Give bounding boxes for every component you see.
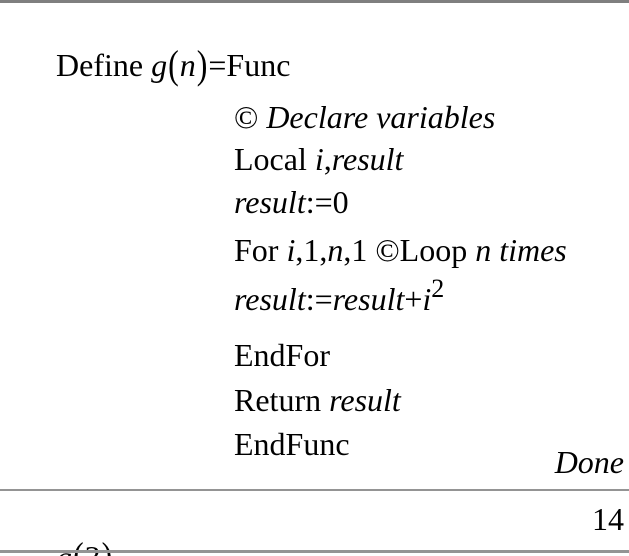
done-status-label[interactable]: Done [554,444,624,480]
text-segment: ,1, [295,232,328,268]
text-segment: Define [56,47,152,83]
code-line-accumulate: result:=result+i2 [186,242,444,359]
code-line-endfor: EndFor [186,298,330,412]
entry-result[interactable]: 14 [592,501,624,537]
plus-operator: + [404,281,423,317]
open-paren: ( [168,41,179,87]
copyright-comment-icon: © [234,99,267,135]
code-line-local: Local i,result [186,102,403,216]
text-segment: n [327,232,344,268]
code-line-return: Return result [186,343,401,457]
text-segment: g [151,47,168,83]
text-segment: Return [234,382,330,418]
bottom-border-line [0,550,629,553]
text-segment: result [329,382,401,418]
text-segment: =Func [208,47,291,83]
assign-operator: := [305,184,333,220]
close-paren: ) [196,41,208,87]
text-segment: i [314,141,324,177]
text-segment: result [331,141,404,177]
text-segment: EndFunc [234,426,350,462]
code-line-result-init: result:=0 [186,145,349,259]
text-segment: ,1 [343,232,376,268]
close-paren: ) [101,532,114,556]
code-line-for: For i,1,n,1 ©Loop n times [186,193,567,307]
top-border-line [0,0,629,3]
text-segment: n [179,47,196,83]
text-segment: n times [475,232,567,268]
exponent-superscript: 2 [431,274,445,303]
text-segment: , [323,141,332,177]
code-line-endfunc: EndFunc [186,387,350,501]
text-segment: i [422,281,432,317]
code-line-comment-declare: © Declare variables [186,60,495,174]
assign-operator: := [305,281,333,317]
entry-expression[interactable]: g(3) [8,500,113,556]
text-segment: g [56,539,72,556]
copyright-comment-icon: ©Loop [375,232,476,268]
history-entry-divider-line [0,489,629,491]
text-segment: EndFor [234,337,330,373]
text-segment: result [234,281,306,317]
text-segment: result [234,184,306,220]
text-segment: Local [234,141,315,177]
code-line-define: Define g(n)=Func [8,8,290,122]
text-segment: i [286,232,296,268]
text-segment: result [332,281,405,317]
text-segment: Declare variables [266,99,496,135]
text-segment: 0 [332,184,349,220]
text-segment: 3 [85,539,101,556]
open-paren: ( [72,532,85,556]
text-segment: For [234,232,287,268]
